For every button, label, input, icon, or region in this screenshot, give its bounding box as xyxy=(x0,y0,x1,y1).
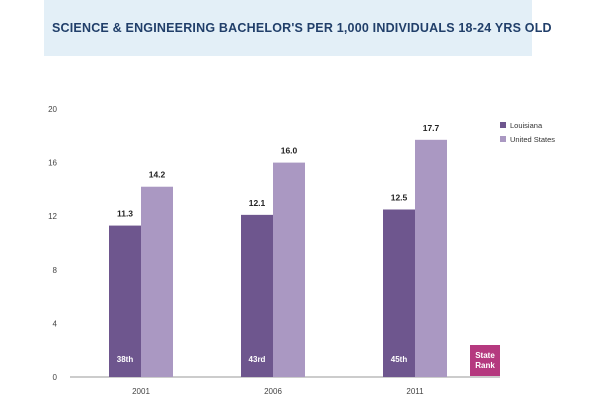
bar-united-states xyxy=(415,139,447,377)
bar-louisiana xyxy=(109,225,141,377)
y-tick-label: 16 xyxy=(48,159,57,168)
data-label: 14.2 xyxy=(149,170,166,180)
y-tick-label: 20 xyxy=(48,105,57,114)
y-tick-label: 4 xyxy=(53,319,58,328)
state-rank-label: 38th xyxy=(117,355,134,364)
y-tick-label: 12 xyxy=(48,212,57,221)
x-tick-label: 2006 xyxy=(264,387,282,396)
state-rank-badge-line1: State xyxy=(475,351,495,360)
y-tick-label: 0 xyxy=(53,373,58,382)
title-band xyxy=(44,0,532,56)
data-label: 11.3 xyxy=(117,209,133,219)
bar-united-states xyxy=(141,186,173,377)
state-rank-badge-line2: Rank xyxy=(475,361,495,370)
legend-swatch xyxy=(500,122,506,128)
bar-united-states xyxy=(273,162,305,377)
bar-louisiana xyxy=(383,209,415,377)
data-label: 12.1 xyxy=(249,198,266,208)
x-axis-ticks: 2001 2006 2011 xyxy=(132,387,424,396)
legend-swatch xyxy=(500,136,506,142)
x-tick-label: 2011 xyxy=(406,387,424,396)
y-tick-label: 8 xyxy=(53,266,58,275)
bar-louisiana xyxy=(241,214,273,377)
legend-label: Louisiana xyxy=(510,121,543,130)
legend-label: United States xyxy=(510,135,555,144)
legend: Louisiana United States xyxy=(500,121,555,144)
state-rank-label: 43rd xyxy=(249,355,266,364)
y-axis-ticks: 0 4 8 12 16 20 xyxy=(48,105,57,382)
x-tick-label: 2001 xyxy=(132,387,150,396)
state-rank-label: 45th xyxy=(391,355,408,364)
data-label: 12.5 xyxy=(391,193,408,203)
data-label: 16.0 xyxy=(281,146,298,156)
data-label: 17.7 xyxy=(423,123,440,133)
chart-title: SCIENCE & ENGINEERING BACHELOR'S PER 1,0… xyxy=(52,21,552,35)
state-rank-badge: State Rank xyxy=(470,345,500,376)
bars: 11.3 38th 14.2 12.1 43rd 16.0 12.5 45th 17.7 xyxy=(109,123,447,377)
